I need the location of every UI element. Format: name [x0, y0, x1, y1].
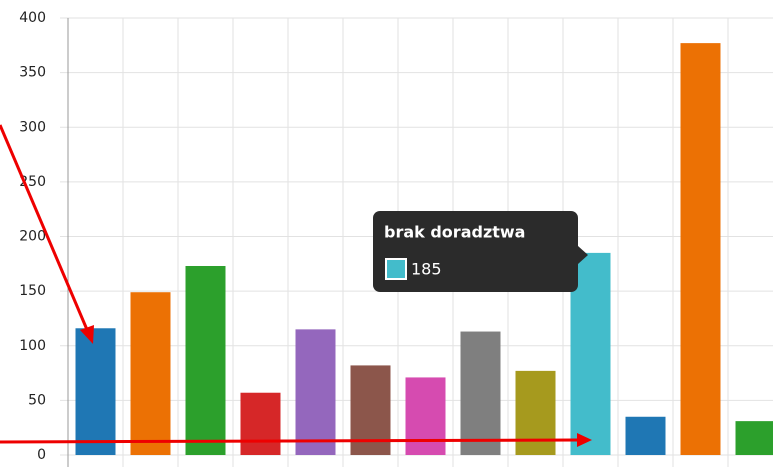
bar: [460, 331, 501, 455]
y-tick-label: 300: [19, 119, 46, 135]
y-tick-label: 350: [19, 65, 46, 81]
bar: [735, 421, 773, 455]
bar: [130, 292, 171, 455]
arrow: [0, 124, 90, 333]
y-tick-label: 0: [37, 447, 46, 463]
bar: [295, 329, 336, 455]
bar: [625, 416, 666, 455]
bar: [405, 377, 446, 455]
y-tick-label: 50: [28, 392, 46, 408]
bar: [185, 265, 226, 455]
y-tick-label: 400: [19, 10, 46, 26]
arrow: [0, 438, 579, 444]
tooltip-box: [373, 211, 578, 292]
y-tick-label: 150: [19, 283, 46, 299]
bar: [680, 43, 721, 455]
y-tick-label: 200: [19, 229, 46, 245]
tooltip-swatch: [385, 258, 407, 280]
annotation-arrows: [0, 124, 592, 447]
arrow-head: [80, 325, 94, 344]
bar: [240, 392, 281, 455]
tooltip-title: brak doradztwa: [384, 223, 525, 242]
tooltip: brak doradztwa 185: [373, 211, 588, 292]
arrow-head: [577, 433, 592, 447]
y-tick-label: 100: [19, 338, 46, 354]
tooltip-pointer: [578, 246, 588, 264]
bar: [515, 370, 556, 455]
tooltip-value: 185: [411, 260, 442, 279]
bar: [75, 328, 116, 455]
